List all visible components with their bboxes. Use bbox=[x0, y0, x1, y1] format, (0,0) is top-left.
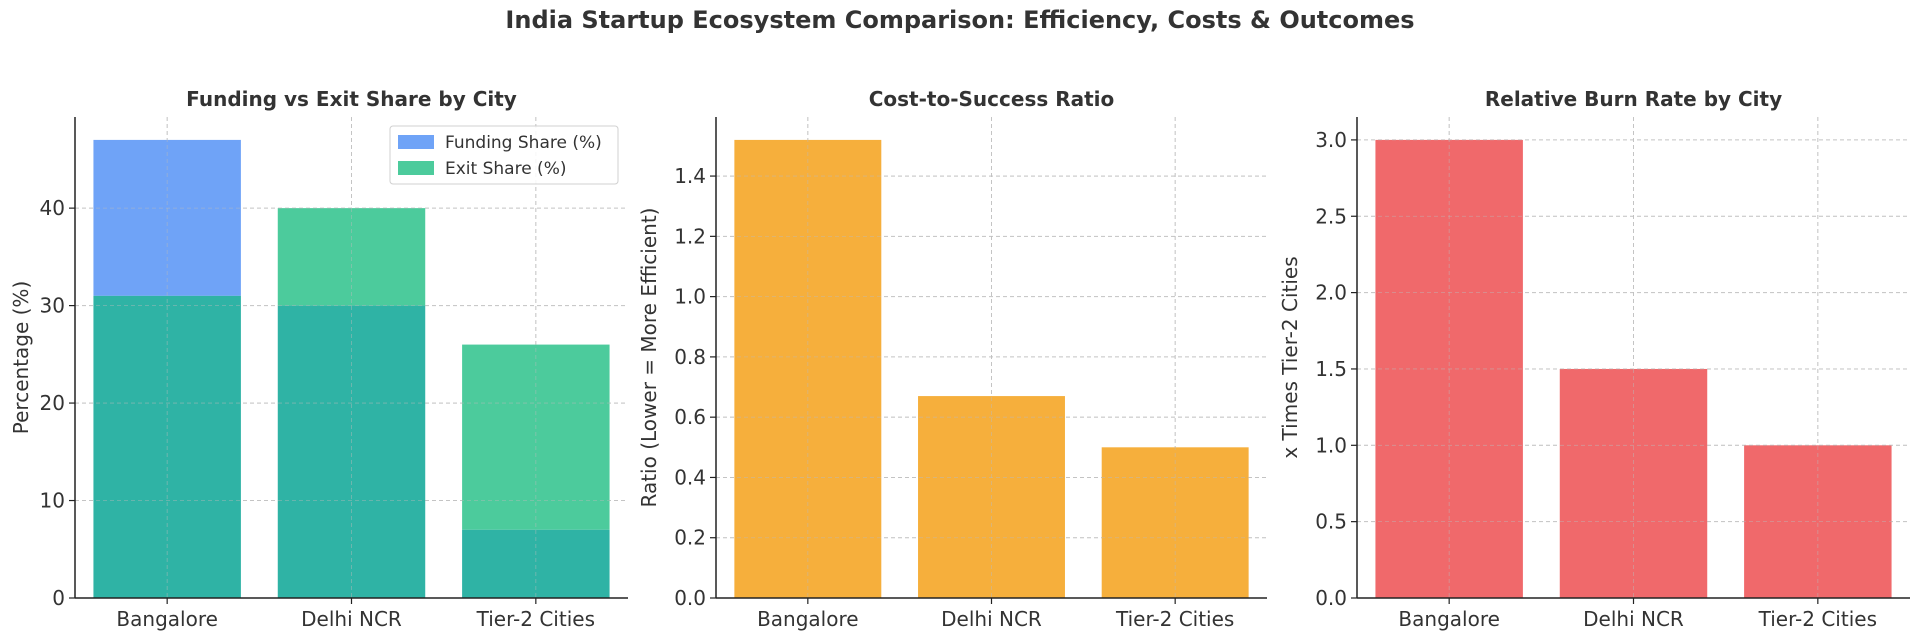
chart-2-ytick-label: 1.4 bbox=[674, 164, 706, 188]
chart-2-ytick-label: 0.8 bbox=[674, 345, 706, 369]
chart-3-ytick-label: 2.5 bbox=[1315, 204, 1347, 228]
chart-2-ytick-label: 1.2 bbox=[674, 224, 706, 248]
chart-1-ytick-label: 10 bbox=[40, 489, 65, 513]
chart-1-ytick-label: 40 bbox=[40, 196, 65, 220]
figure-title: India Startup Ecosystem Comparison: Effi… bbox=[505, 6, 1415, 34]
chart-3-xtick-label: Bangalore bbox=[1398, 607, 1499, 631]
chart-2-ylabel: Ratio (Lower = More Efficient) bbox=[637, 208, 661, 508]
chart-3-ytick-label: 0.0 bbox=[1315, 586, 1347, 610]
chart-3-xtick-label: Tier-2 Cities bbox=[1758, 607, 1877, 631]
chart-1-ytick-label: 30 bbox=[40, 294, 65, 318]
chart-1-title: Funding vs Exit Share by City bbox=[186, 87, 517, 111]
chart-3-ytick-label: 1.0 bbox=[1315, 433, 1347, 457]
chart-2-ytick-label: 0.6 bbox=[674, 405, 706, 429]
chart-2-ytick-label: 0.0 bbox=[674, 586, 706, 610]
chart-3-xtick-label: Delhi NCR bbox=[1583, 607, 1684, 631]
chart-2-ytick-label: 1.0 bbox=[674, 285, 706, 309]
chart-2-ytick-label: 0.2 bbox=[674, 526, 706, 550]
chart-3-ytick-label: 1.5 bbox=[1315, 357, 1347, 381]
chart-3-title: Relative Burn Rate by City bbox=[1485, 87, 1782, 111]
chart-3-ytick-label: 3.0 bbox=[1315, 128, 1347, 152]
chart-1-xtick-label: Delhi NCR bbox=[301, 607, 402, 631]
chart-1-xtick-label: Tier-2 Cities bbox=[476, 607, 595, 631]
chart-1-ytick-label: 0 bbox=[52, 586, 65, 610]
chart-2-xtick-label: Bangalore bbox=[757, 607, 858, 631]
chart-3-ylabel: x Times Tier-2 Cities bbox=[1278, 256, 1302, 458]
legend-swatch-exit bbox=[398, 161, 434, 175]
chart-3-ytick-label: 0.5 bbox=[1315, 510, 1347, 534]
bar-overlap-delhi-ncr bbox=[277, 305, 426, 598]
legend-label-funding: Funding Share (%) bbox=[445, 133, 602, 153]
legend-label-exit: Exit Share (%) bbox=[445, 159, 566, 179]
chart-1-ylabel: Percentage (%) bbox=[9, 281, 33, 434]
legend-swatch-funding bbox=[398, 135, 434, 149]
chart-3-ytick-label: 2.0 bbox=[1315, 281, 1347, 305]
chart-1-legend-box bbox=[389, 125, 619, 185]
chart-2-xtick-label: Tier-2 Cities bbox=[1115, 607, 1234, 631]
chart-1-xtick-label: Bangalore bbox=[116, 607, 217, 631]
chart-2-title: Cost-to-Success Ratio bbox=[869, 87, 1115, 111]
chart-2-xtick-label: Delhi NCR bbox=[941, 607, 1042, 631]
chart-1-ytick-label: 20 bbox=[40, 391, 65, 415]
chart-2-ytick-label: 0.4 bbox=[674, 465, 706, 489]
